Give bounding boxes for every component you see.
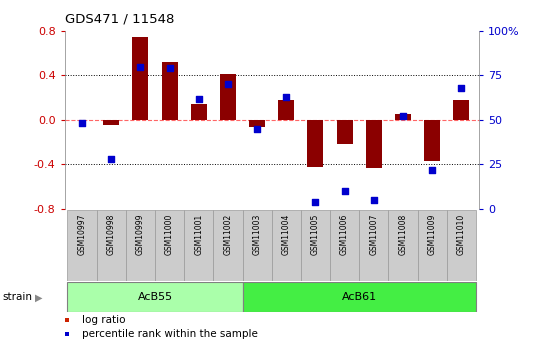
Text: log ratio: log ratio bbox=[82, 315, 125, 325]
Bar bbox=[243, 282, 476, 312]
Text: GSM11006: GSM11006 bbox=[340, 214, 349, 255]
Point bbox=[341, 188, 349, 194]
Text: percentile rank within the sample: percentile rank within the sample bbox=[82, 329, 258, 339]
Text: GSM11000: GSM11000 bbox=[165, 214, 174, 255]
Point bbox=[253, 126, 261, 131]
Bar bbox=[67, 282, 243, 312]
Bar bbox=[103, 120, 119, 126]
Bar bbox=[447, 210, 476, 281]
Text: GSM11007: GSM11007 bbox=[369, 214, 378, 255]
Bar bbox=[395, 114, 411, 120]
Text: GSM11010: GSM11010 bbox=[457, 214, 466, 255]
Text: GSM11001: GSM11001 bbox=[194, 214, 203, 255]
Point bbox=[457, 85, 465, 91]
Bar bbox=[454, 100, 469, 120]
Bar bbox=[191, 104, 207, 120]
Bar bbox=[243, 210, 272, 281]
Text: GSM11005: GSM11005 bbox=[311, 214, 320, 255]
Bar bbox=[337, 120, 352, 144]
Bar bbox=[307, 120, 323, 167]
Bar bbox=[161, 62, 178, 120]
Bar bbox=[67, 210, 97, 281]
Bar bbox=[220, 75, 236, 120]
Bar bbox=[132, 37, 148, 120]
Bar bbox=[272, 210, 301, 281]
Text: GSM11004: GSM11004 bbox=[282, 214, 291, 255]
Point bbox=[370, 197, 378, 203]
Bar bbox=[155, 210, 184, 281]
Bar bbox=[330, 210, 359, 281]
Text: GSM10998: GSM10998 bbox=[107, 214, 116, 255]
Bar bbox=[126, 210, 155, 281]
Bar bbox=[366, 120, 382, 168]
Point bbox=[136, 64, 145, 69]
Bar bbox=[417, 210, 447, 281]
Bar bbox=[388, 210, 417, 281]
Point bbox=[399, 114, 407, 119]
Point bbox=[282, 94, 291, 100]
Point bbox=[428, 167, 436, 172]
Point bbox=[224, 82, 232, 87]
Text: GSM10997: GSM10997 bbox=[77, 214, 87, 256]
Bar bbox=[359, 210, 388, 281]
Text: GDS471 / 11548: GDS471 / 11548 bbox=[65, 12, 174, 25]
Bar bbox=[214, 210, 243, 281]
Text: GSM11009: GSM11009 bbox=[428, 214, 437, 255]
Point bbox=[165, 66, 174, 71]
Bar bbox=[424, 120, 440, 161]
Point bbox=[78, 121, 87, 126]
Bar bbox=[278, 100, 294, 120]
Text: AcB61: AcB61 bbox=[342, 292, 377, 302]
Text: GSM11002: GSM11002 bbox=[223, 214, 232, 255]
Text: strain: strain bbox=[3, 293, 33, 302]
Text: GSM11008: GSM11008 bbox=[399, 214, 407, 255]
Text: GSM11003: GSM11003 bbox=[253, 214, 261, 255]
Text: AcB55: AcB55 bbox=[137, 292, 173, 302]
Bar bbox=[184, 210, 214, 281]
Point bbox=[311, 199, 320, 204]
Bar bbox=[97, 210, 126, 281]
Bar bbox=[249, 120, 265, 127]
Point bbox=[194, 96, 203, 101]
Bar bbox=[301, 210, 330, 281]
Text: ▶: ▶ bbox=[35, 293, 43, 302]
Point bbox=[107, 156, 116, 162]
Text: GSM10999: GSM10999 bbox=[136, 214, 145, 256]
